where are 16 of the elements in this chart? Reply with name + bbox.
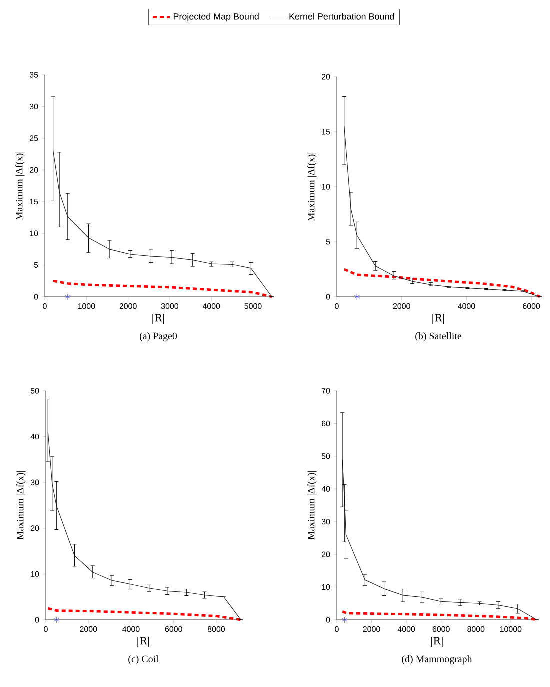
y-axis-title: Maximum |Δf(x)| — [308, 153, 317, 222]
line-series — [344, 126, 540, 298]
x-axis-title: |R| — [431, 636, 443, 647]
x-axis-title: |R| — [432, 314, 444, 324]
y-axis-title: Maximum |Δf(x)| — [16, 152, 25, 220]
text: (b) Satellite — [416, 332, 462, 342]
x-axis-title: |R| — [152, 314, 164, 324]
text: (a) Page0 — [140, 332, 178, 342]
y-axis-title: Maximum |Δf(x)| — [16, 472, 26, 540]
legend-label: Kernel Perturbation Bound — [290, 13, 394, 20]
x-axis-title: |R| — [138, 636, 150, 647]
legend-label: Projected Map Bound — [174, 13, 259, 22]
text: (c) Coil — [128, 656, 159, 665]
line-series — [53, 150, 272, 298]
text: (d) Mammograph — [402, 656, 472, 665]
y-axis-title: Maximum |Δf(x)| — [308, 472, 317, 540]
